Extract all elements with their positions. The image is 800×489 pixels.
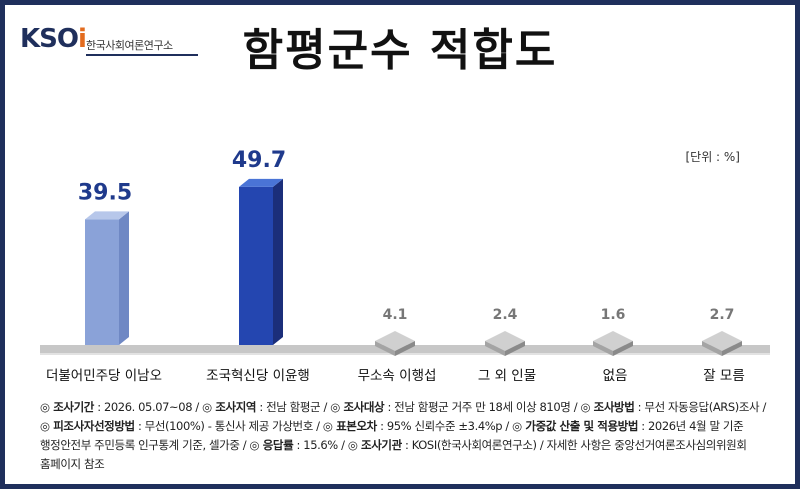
value-label: 2.7 [710,307,735,323]
value-label: 39.5 [78,180,132,205]
page-title: 함평군수 적합도 [242,25,558,76]
category-label: 무소속 이행섭 [358,368,437,384]
bar-side [273,178,283,345]
bar-front [85,219,119,345]
bar-front [239,186,273,345]
category-label: 더불어민주당 이남오 [46,368,162,384]
bar-2: 49.7 조국혁신당 이윤행 [206,148,310,384]
value-label: 49.7 [232,148,286,173]
bar-side [722,341,742,356]
logo-subtitle: 한국사회여론연구소 [86,39,173,52]
bar-top [239,178,283,187]
ksoi-logo: KSOi 한국사회여론연구소 [20,24,198,58]
category-label: 없음 [603,368,628,384]
bar-1: 39.5 더불어민주당 이남오 [46,180,162,384]
bar-front [485,341,505,356]
bar-side [505,341,525,356]
chart-baseline-shadow [40,353,770,355]
bar-5: 1.6 없음 [593,307,633,384]
value-label: 4.1 [383,307,408,323]
bar-4: 2.4 그 외 인물 [478,307,536,384]
bar-3: 4.1 무소속 이행섭 [358,307,437,384]
footnote-line-1: ◎ 조사기간 : 2026. 05.07~08 / ◎ 조사지역 : 전남 함평… [40,400,766,414]
value-label: 2.4 [493,307,518,323]
category-label: 잘 모름 [703,368,745,384]
footnote-line-3: 행정안전부 주민등록 인구통계 기준, 셀가중 / ◎ 응답률 : 15.6% … [40,438,747,452]
bar-top [85,211,129,220]
category-label: 조국혁신당 이윤행 [206,368,310,384]
bar-front [702,341,722,356]
bar-side [613,341,633,356]
logo-mark: KSOi [20,24,87,54]
footnote-line-4: 홈페이지 참조 [40,457,105,471]
bar-chart: 39.5 더불어민주당 이남오 49.7 조국혁신당 이윤행 4.1 무소속 이행섭 2.4… [40,148,770,384]
footnote-line-2: ◎ 피조사자선정방법 : 무선(100%) - 통신사 제공 가상번호 / ◎ … [40,419,744,433]
bar-front [375,341,395,356]
bar-side [119,211,129,345]
logo-underline [86,54,198,56]
survey-footnote: ◎ 조사기간 : 2026. 05.07~08 / ◎ 조사지역 : 전남 함평… [40,398,770,474]
bar-side [395,341,415,356]
category-label: 그 외 인물 [478,368,536,384]
unit-label: [단위 : %] [685,150,740,164]
bar-6: 2.7 잘 모름 [702,307,745,384]
value-label: 1.6 [601,307,626,323]
bar-front [593,341,613,356]
